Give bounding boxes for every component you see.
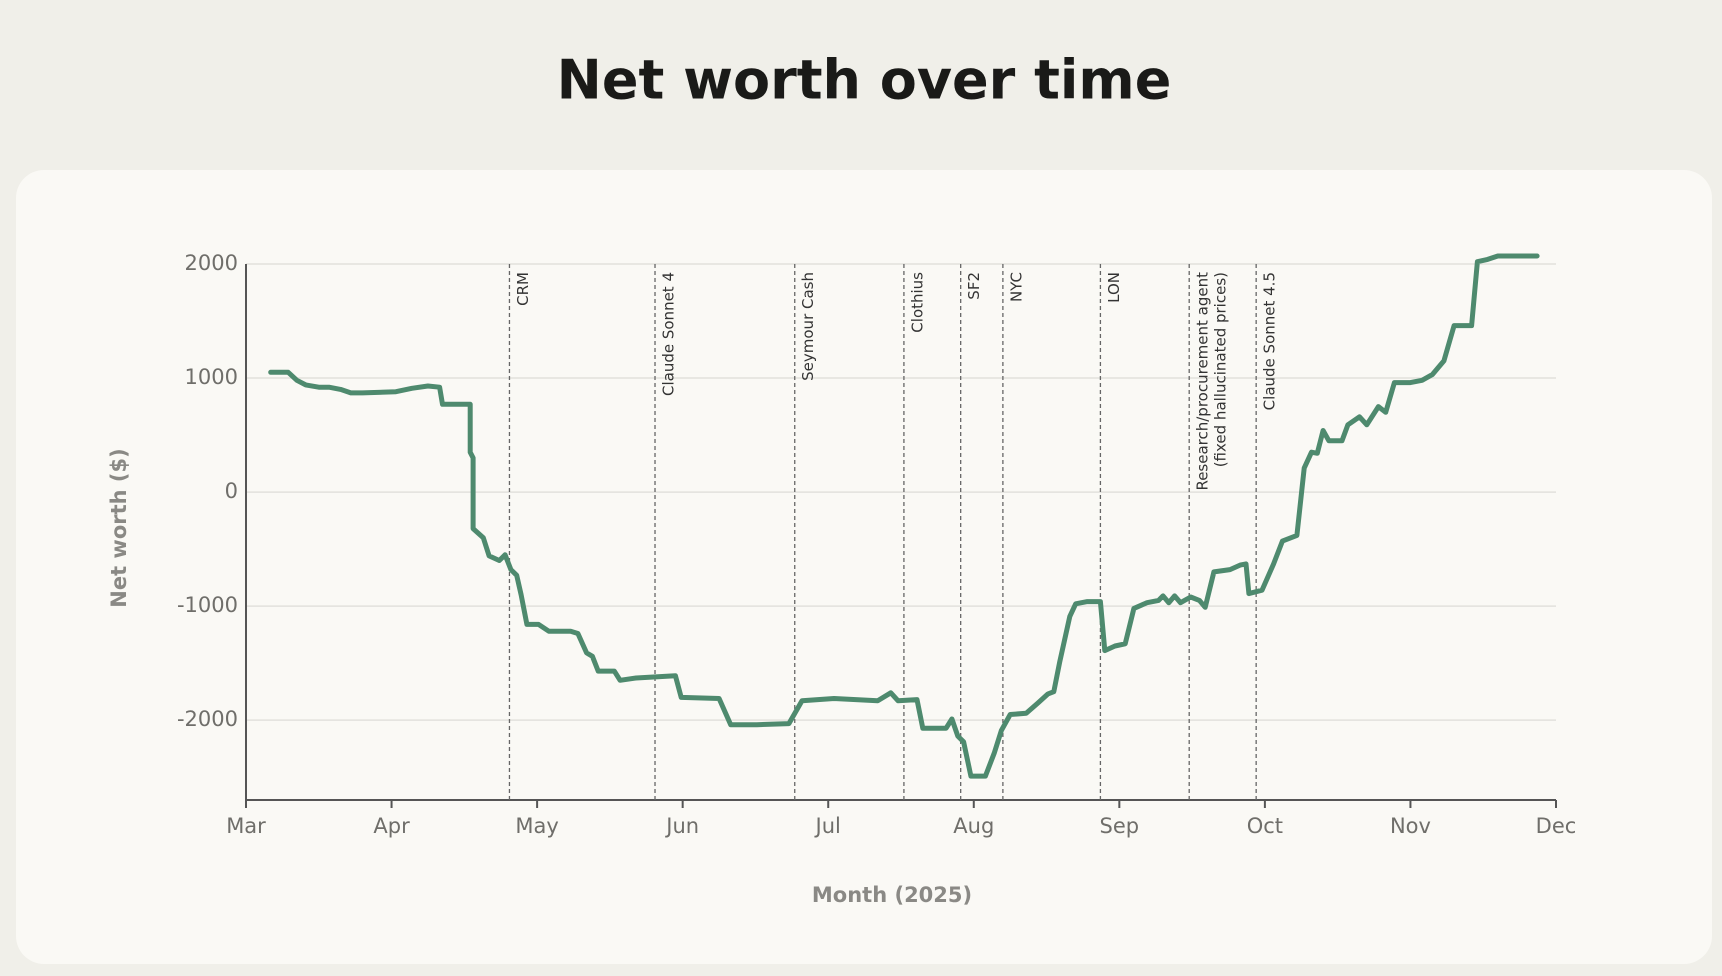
annotation-label: LON <box>1105 272 1123 303</box>
x-tick-label: Jul <box>814 814 841 838</box>
annotation-label: (fixed hallucinated prices) <box>1212 272 1230 467</box>
x-tick-label: Aug <box>953 814 994 838</box>
annotation-label: Claude Sonnet 4 <box>660 272 678 396</box>
annotation-label: NYC <box>1007 272 1025 302</box>
annotation-label: SF2 <box>965 272 983 300</box>
annotation-label: Claude Sonnet 4.5 <box>1261 272 1279 410</box>
y-tick-label: 2000 <box>185 251 238 275</box>
x-tick-label: Oct <box>1247 814 1283 838</box>
y-axis-label: Net worth ($) <box>107 448 131 607</box>
card <box>16 170 1712 964</box>
x-tick-label: May <box>515 814 558 838</box>
y-tick-label: 0 <box>225 479 238 503</box>
chart-title: Net worth over time <box>557 49 1172 112</box>
x-tick-label: Dec <box>1536 814 1577 838</box>
annotation-label: Clothius <box>908 272 926 333</box>
x-axis-label: Month (2025) <box>812 883 972 907</box>
x-tick-label: Nov <box>1390 814 1431 838</box>
y-tick-label: -1000 <box>177 593 238 617</box>
annotation-label: Research/procurement agent <box>1194 272 1212 491</box>
x-tick-label: Mar <box>226 814 266 838</box>
x-tick-label: Sep <box>1100 814 1140 838</box>
data-line <box>268 253 1540 779</box>
annotation-label: Seymour Cash <box>799 272 817 381</box>
y-tick-label: -2000 <box>177 707 238 731</box>
annotation-label: CRM <box>514 272 532 306</box>
x-tick-label: Apr <box>373 814 410 838</box>
x-tick-label: Jun <box>664 814 699 838</box>
y-tick-label: 1000 <box>185 365 238 389</box>
